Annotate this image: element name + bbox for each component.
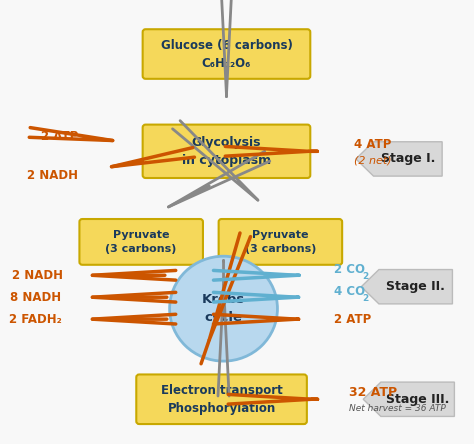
Text: 2: 2 [363, 272, 369, 281]
FancyBboxPatch shape [143, 125, 310, 178]
FancyBboxPatch shape [80, 219, 203, 265]
Text: Glycolysis
in cytoplasm: Glycolysis in cytoplasm [182, 136, 271, 167]
Text: 2 ATP: 2 ATP [334, 313, 372, 325]
Text: Pyruvate
(3 carbons): Pyruvate (3 carbons) [245, 230, 316, 254]
Circle shape [170, 256, 277, 361]
Text: 2: 2 [363, 293, 369, 303]
Text: Stage II.: Stage II. [386, 280, 445, 293]
FancyBboxPatch shape [219, 219, 342, 265]
Polygon shape [363, 382, 455, 416]
Text: 8 NADH: 8 NADH [10, 291, 61, 304]
Text: 4 ATP: 4 ATP [354, 138, 392, 151]
Polygon shape [361, 270, 453, 304]
Text: 2 NADH: 2 NADH [27, 169, 79, 182]
Text: 2 ATP: 2 ATP [41, 131, 78, 143]
Text: Krebs
cycle: Krebs cycle [202, 293, 245, 324]
Text: (2 net): (2 net) [354, 156, 392, 166]
FancyBboxPatch shape [137, 374, 307, 424]
Text: 2 FADH₂: 2 FADH₂ [9, 313, 62, 325]
FancyBboxPatch shape [143, 29, 310, 79]
Text: Net harvest = 36 ATP: Net harvest = 36 ATP [349, 404, 446, 413]
Text: 2 CO: 2 CO [334, 263, 365, 276]
Text: Pyruvate
(3 carbons): Pyruvate (3 carbons) [106, 230, 177, 254]
Text: Stage III.: Stage III. [386, 393, 449, 406]
Text: 32 ATP: 32 ATP [349, 386, 397, 399]
Text: 2 NADH: 2 NADH [12, 269, 63, 282]
Text: 4 CO: 4 CO [334, 285, 365, 298]
Text: Electron transport
Phosphorylation: Electron transport Phosphorylation [161, 384, 283, 415]
Text: Stage I.: Stage I. [381, 152, 435, 166]
Polygon shape [356, 142, 442, 176]
Text: Glucose (6 carbons)
C₆H₁₂O₆: Glucose (6 carbons) C₆H₁₂O₆ [161, 39, 292, 70]
